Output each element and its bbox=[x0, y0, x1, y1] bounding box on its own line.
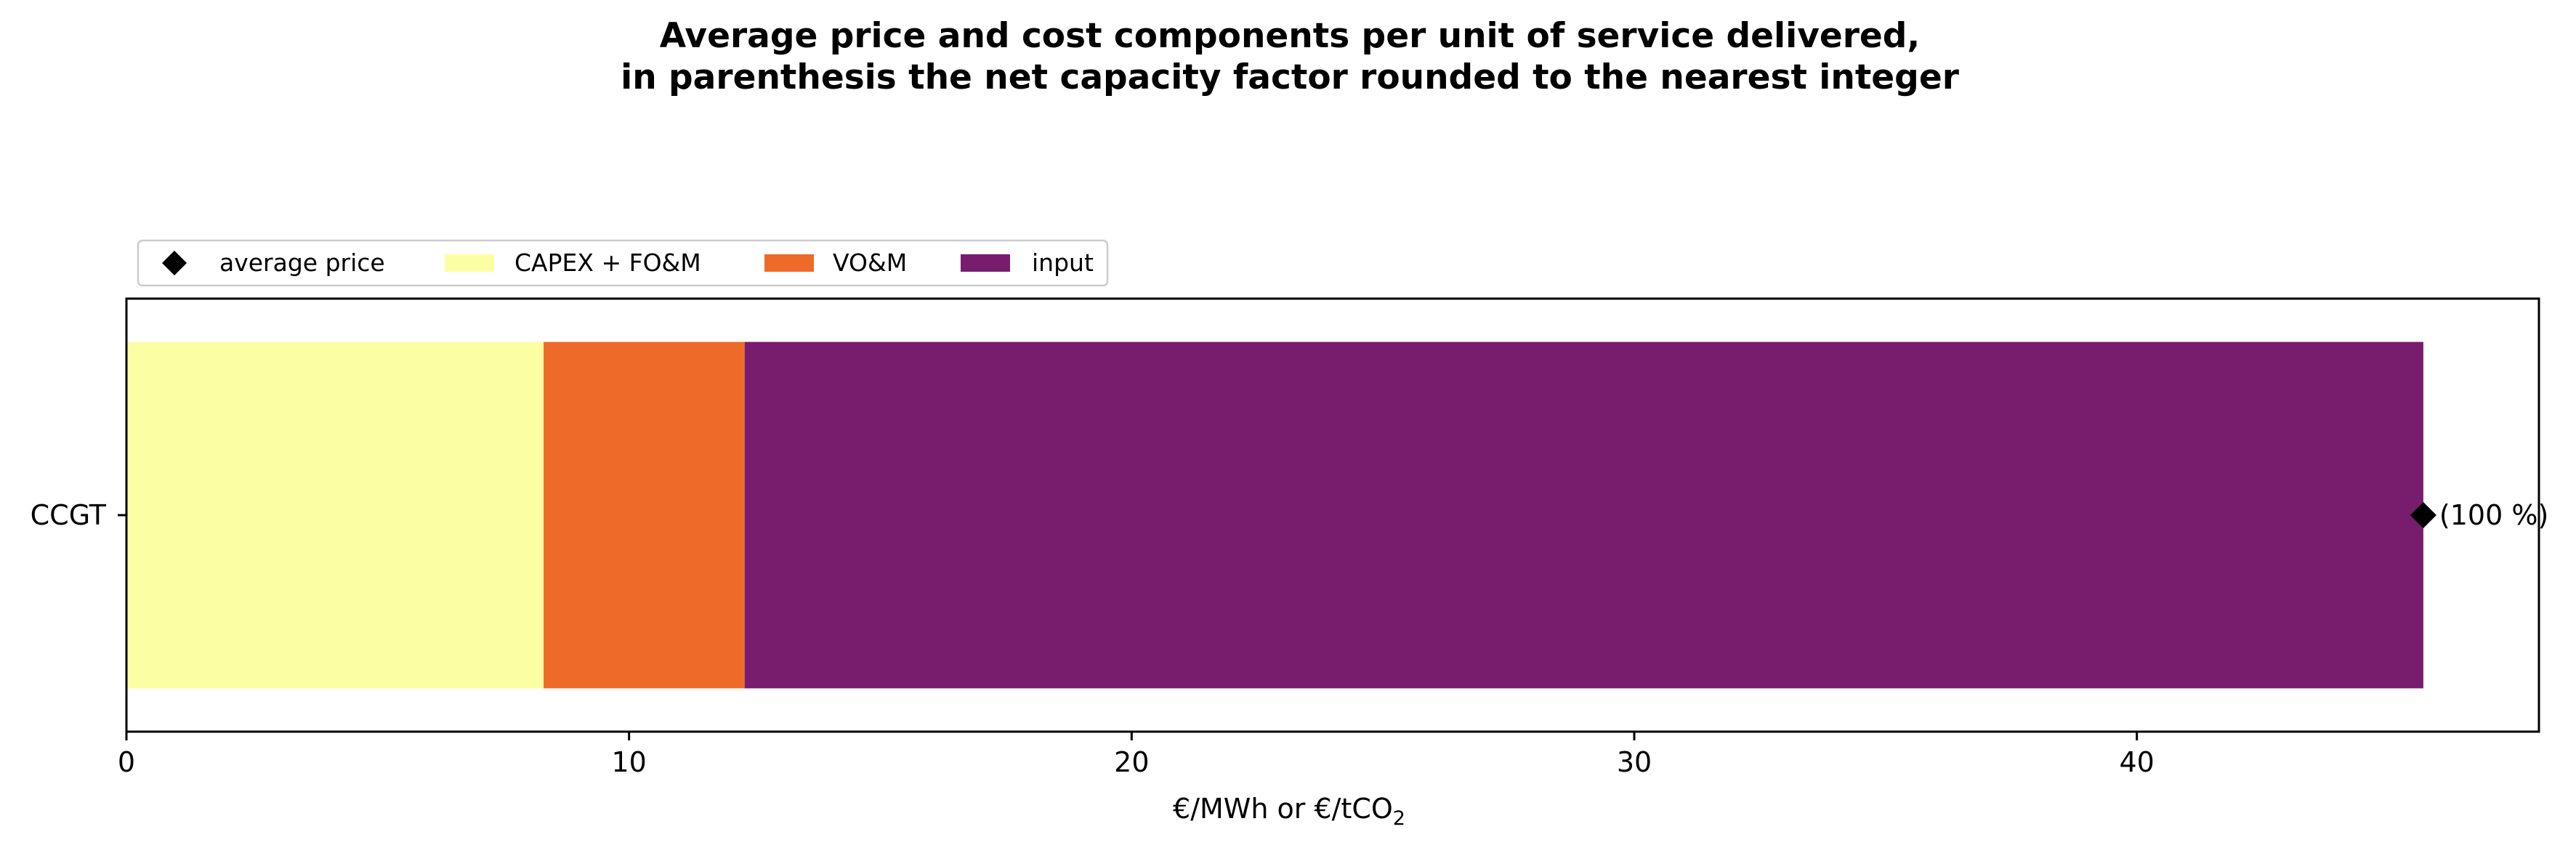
chart-title-line-1: Average price and cost components per un… bbox=[660, 16, 1921, 56]
average-price-marker bbox=[2410, 502, 2436, 528]
y-axis: CCGT bbox=[31, 499, 126, 531]
x-tick-label: 10 bbox=[611, 746, 646, 778]
x-tick-label: 30 bbox=[1617, 746, 1652, 778]
bar-segment-input bbox=[744, 341, 2423, 689]
x-axis-label-main: €/MWh or €/tCO bbox=[1173, 793, 1393, 825]
capacity-factor-annotation: (100 %) bbox=[2439, 499, 2548, 531]
legend-swatch bbox=[764, 254, 814, 272]
bars-layer bbox=[126, 341, 2423, 689]
legend-label: CAPEX + FO&M bbox=[514, 248, 701, 277]
x-tick-label: 20 bbox=[1114, 746, 1149, 778]
legend-label: average price bbox=[219, 248, 385, 277]
legend-swatch bbox=[445, 254, 494, 272]
legend-swatch bbox=[961, 254, 1010, 272]
x-tick-label: 40 bbox=[2119, 746, 2154, 778]
bar-segment-capex-fo-m bbox=[126, 341, 544, 689]
legend: average price CAPEX + FO&M VO&M input bbox=[137, 239, 1109, 287]
bar-segment-vo-m bbox=[544, 341, 745, 689]
legend-frame bbox=[137, 239, 1109, 287]
x-axis-label-subscript: 2 bbox=[1393, 807, 1405, 830]
chart-title-line-2: in parenthesis the net capacity factor r… bbox=[621, 57, 1960, 97]
x-tick-label: 0 bbox=[118, 746, 135, 778]
legend-label: VO&M bbox=[833, 248, 907, 277]
legend-label: input bbox=[1032, 248, 1094, 277]
x-axis: 0 10 20 30 40 bbox=[118, 732, 2155, 778]
average-price-markers: (100 %) bbox=[2410, 499, 2548, 531]
category-label: CCGT bbox=[31, 499, 107, 531]
legend-average-price-marker bbox=[162, 251, 187, 275]
x-axis-label: €/MWh or €/tCO2 bbox=[1173, 793, 1405, 830]
